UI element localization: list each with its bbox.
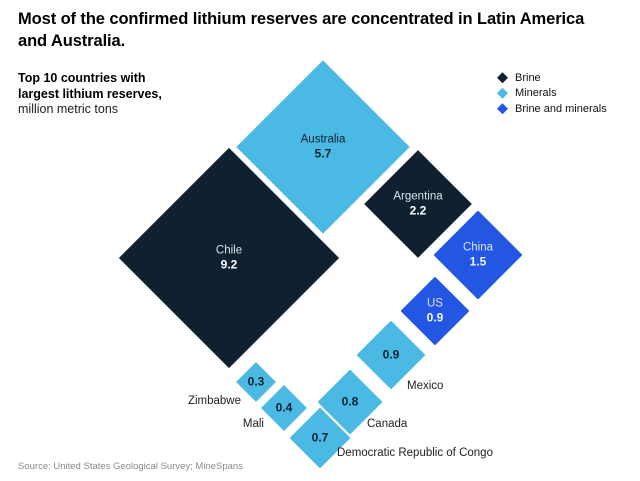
page-title: Most of the confirmed lithium reserves a… xyxy=(18,9,624,52)
diamond-country-name: Chile xyxy=(215,244,243,257)
diamond-value: 0.9 xyxy=(382,347,400,362)
legend-label: Minerals xyxy=(515,87,557,100)
diamond-value: 1.5 xyxy=(469,254,487,268)
legend-diamond-icon xyxy=(497,72,508,84)
country-label-mexico: Mexico xyxy=(407,380,444,392)
diamond-value: 0.9 xyxy=(426,310,444,324)
legend: Brine Minerals Brine and minerals xyxy=(497,70,607,117)
diamond-country-name: Australia xyxy=(300,133,346,146)
page-title-line-1: Most of the confirmed lithium reserves a… xyxy=(18,10,585,28)
diamond-label-mexico: 0.9 xyxy=(383,348,400,362)
diamond-value: 9.2 xyxy=(220,257,238,271)
diamond-value: 2.2 xyxy=(409,203,427,217)
legend-item-brine-and-minerals: Brine and minerals xyxy=(497,101,607,117)
legend-label: Brine xyxy=(515,71,541,84)
diamond-value: 0.7 xyxy=(311,430,329,445)
diamond-country-name: US xyxy=(427,297,443,310)
diamond-label-democratic-republic-of-congo: 0.7 xyxy=(312,431,329,445)
diamond-label-us: US 0.9 xyxy=(427,298,444,325)
country-label-democratic-republic-of-congo: Democratic Republic of Congo xyxy=(337,447,493,459)
diamond-label-zimbabwe: 0.3 xyxy=(248,375,265,389)
legend-label: Brine and minerals xyxy=(515,102,607,115)
legend-diamond-icon xyxy=(497,87,508,99)
diamond-label-chile: Chile 9.2 xyxy=(216,245,242,272)
diamond-label-canada: 0.8 xyxy=(342,395,359,409)
diamond-label-china: China 1.5 xyxy=(463,242,493,269)
legend-item-minerals: Minerals xyxy=(497,86,607,102)
diamond-value: 0.4 xyxy=(275,400,293,415)
diamond-value: 5.7 xyxy=(314,146,332,160)
country-label-mali: Mali xyxy=(242,418,264,430)
diamond-value: 0.8 xyxy=(341,394,359,409)
diamond-value: 0.3 xyxy=(247,374,265,389)
legend-diamond-icon xyxy=(497,103,508,115)
country-label-canada: Canada xyxy=(367,418,408,430)
diamond-country-name: China xyxy=(462,241,494,254)
subtitle-unit: million metric tons xyxy=(18,102,119,116)
diamond-label-mali: 0.4 xyxy=(276,401,293,415)
subtitle-line-1: Top 10 countries with xyxy=(18,71,146,85)
country-label-zimbabwe: Zimbabwe xyxy=(187,395,241,407)
diamond-label-argentina: Argentina 2.2 xyxy=(393,191,442,218)
chart-subtitle: Top 10 countries with largest lithium re… xyxy=(18,71,162,118)
subtitle-line-2: largest lithium reserves, xyxy=(18,86,162,101)
diamond-country-name: Argentina xyxy=(393,190,443,203)
source-note: Source: United States Geological Survey;… xyxy=(18,461,243,472)
legend-item-brine: Brine xyxy=(497,70,607,86)
page-title-line-2: and Australia. xyxy=(18,31,126,50)
diamond-label-australia: Australia 5.7 xyxy=(301,134,346,161)
